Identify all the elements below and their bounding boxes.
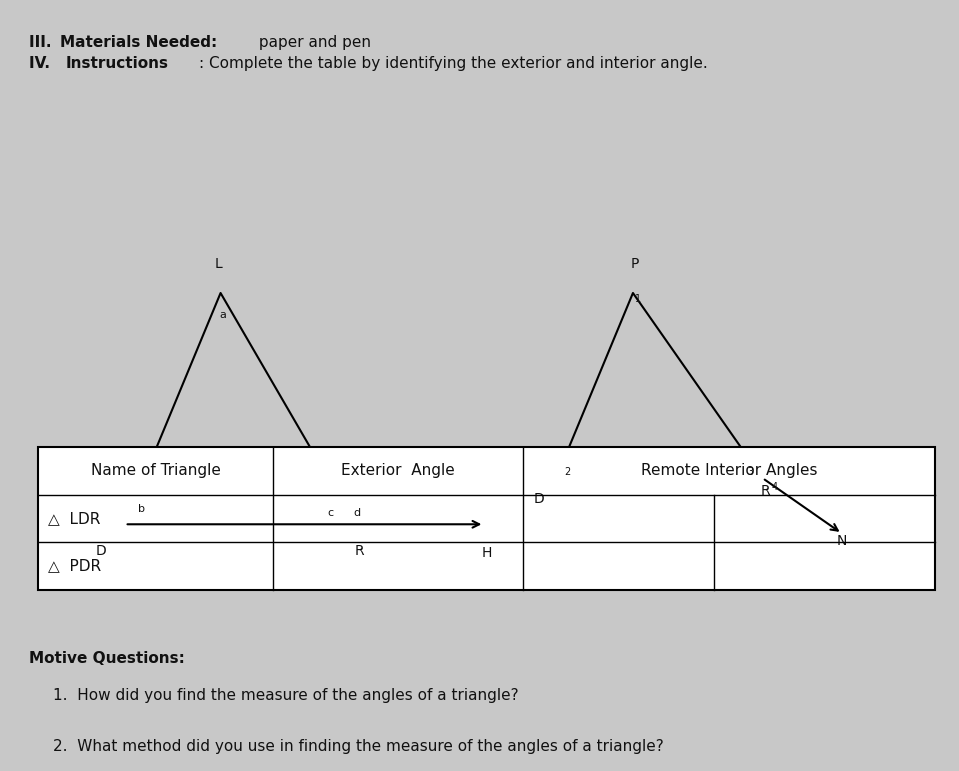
Text: D: D	[533, 492, 545, 506]
Text: : Complete the table by identifying the exterior and interior angle.: : Complete the table by identifying the …	[199, 56, 709, 70]
Text: D: D	[95, 544, 106, 557]
Text: N: N	[836, 534, 847, 547]
Text: IV.: IV.	[29, 56, 55, 70]
Text: P: P	[631, 258, 639, 271]
Bar	[38, 447, 935, 590]
Text: 4: 4	[772, 483, 778, 492]
Text: 1: 1	[635, 295, 641, 304]
Text: Name of Triangle: Name of Triangle	[91, 463, 221, 479]
Text: R: R	[760, 484, 770, 498]
Text: a: a	[219, 310, 226, 319]
Text: paper and pen: paper and pen	[254, 35, 371, 49]
Bar	[38, 447, 935, 590]
Text: △  PDR: △ PDR	[48, 558, 101, 574]
Text: R: R	[355, 544, 364, 557]
Text: 2: 2	[565, 467, 571, 476]
Text: L: L	[215, 258, 222, 271]
Text: Motive Questions:: Motive Questions:	[29, 651, 185, 666]
Text: b: b	[138, 504, 146, 513]
Text: △  LDR: △ LDR	[48, 511, 101, 526]
Text: 3: 3	[747, 467, 753, 476]
Text: III.: III.	[29, 35, 57, 49]
Text: Materials Needed:: Materials Needed:	[60, 35, 218, 49]
Text: H: H	[482, 546, 492, 560]
Text: Remote Interior Angles: Remote Interior Angles	[641, 463, 817, 479]
Text: 2.  What method did you use in finding the measure of the angles of a triangle?: 2. What method did you use in finding th…	[53, 739, 664, 753]
Text: Instructions: Instructions	[65, 56, 168, 70]
Text: 1.  How did you find the measure of the angles of a triangle?: 1. How did you find the measure of the a…	[53, 688, 519, 702]
Text: c: c	[328, 509, 334, 518]
Text: Exterior  Angle: Exterior Angle	[341, 463, 455, 479]
Text: d: d	[353, 509, 360, 518]
